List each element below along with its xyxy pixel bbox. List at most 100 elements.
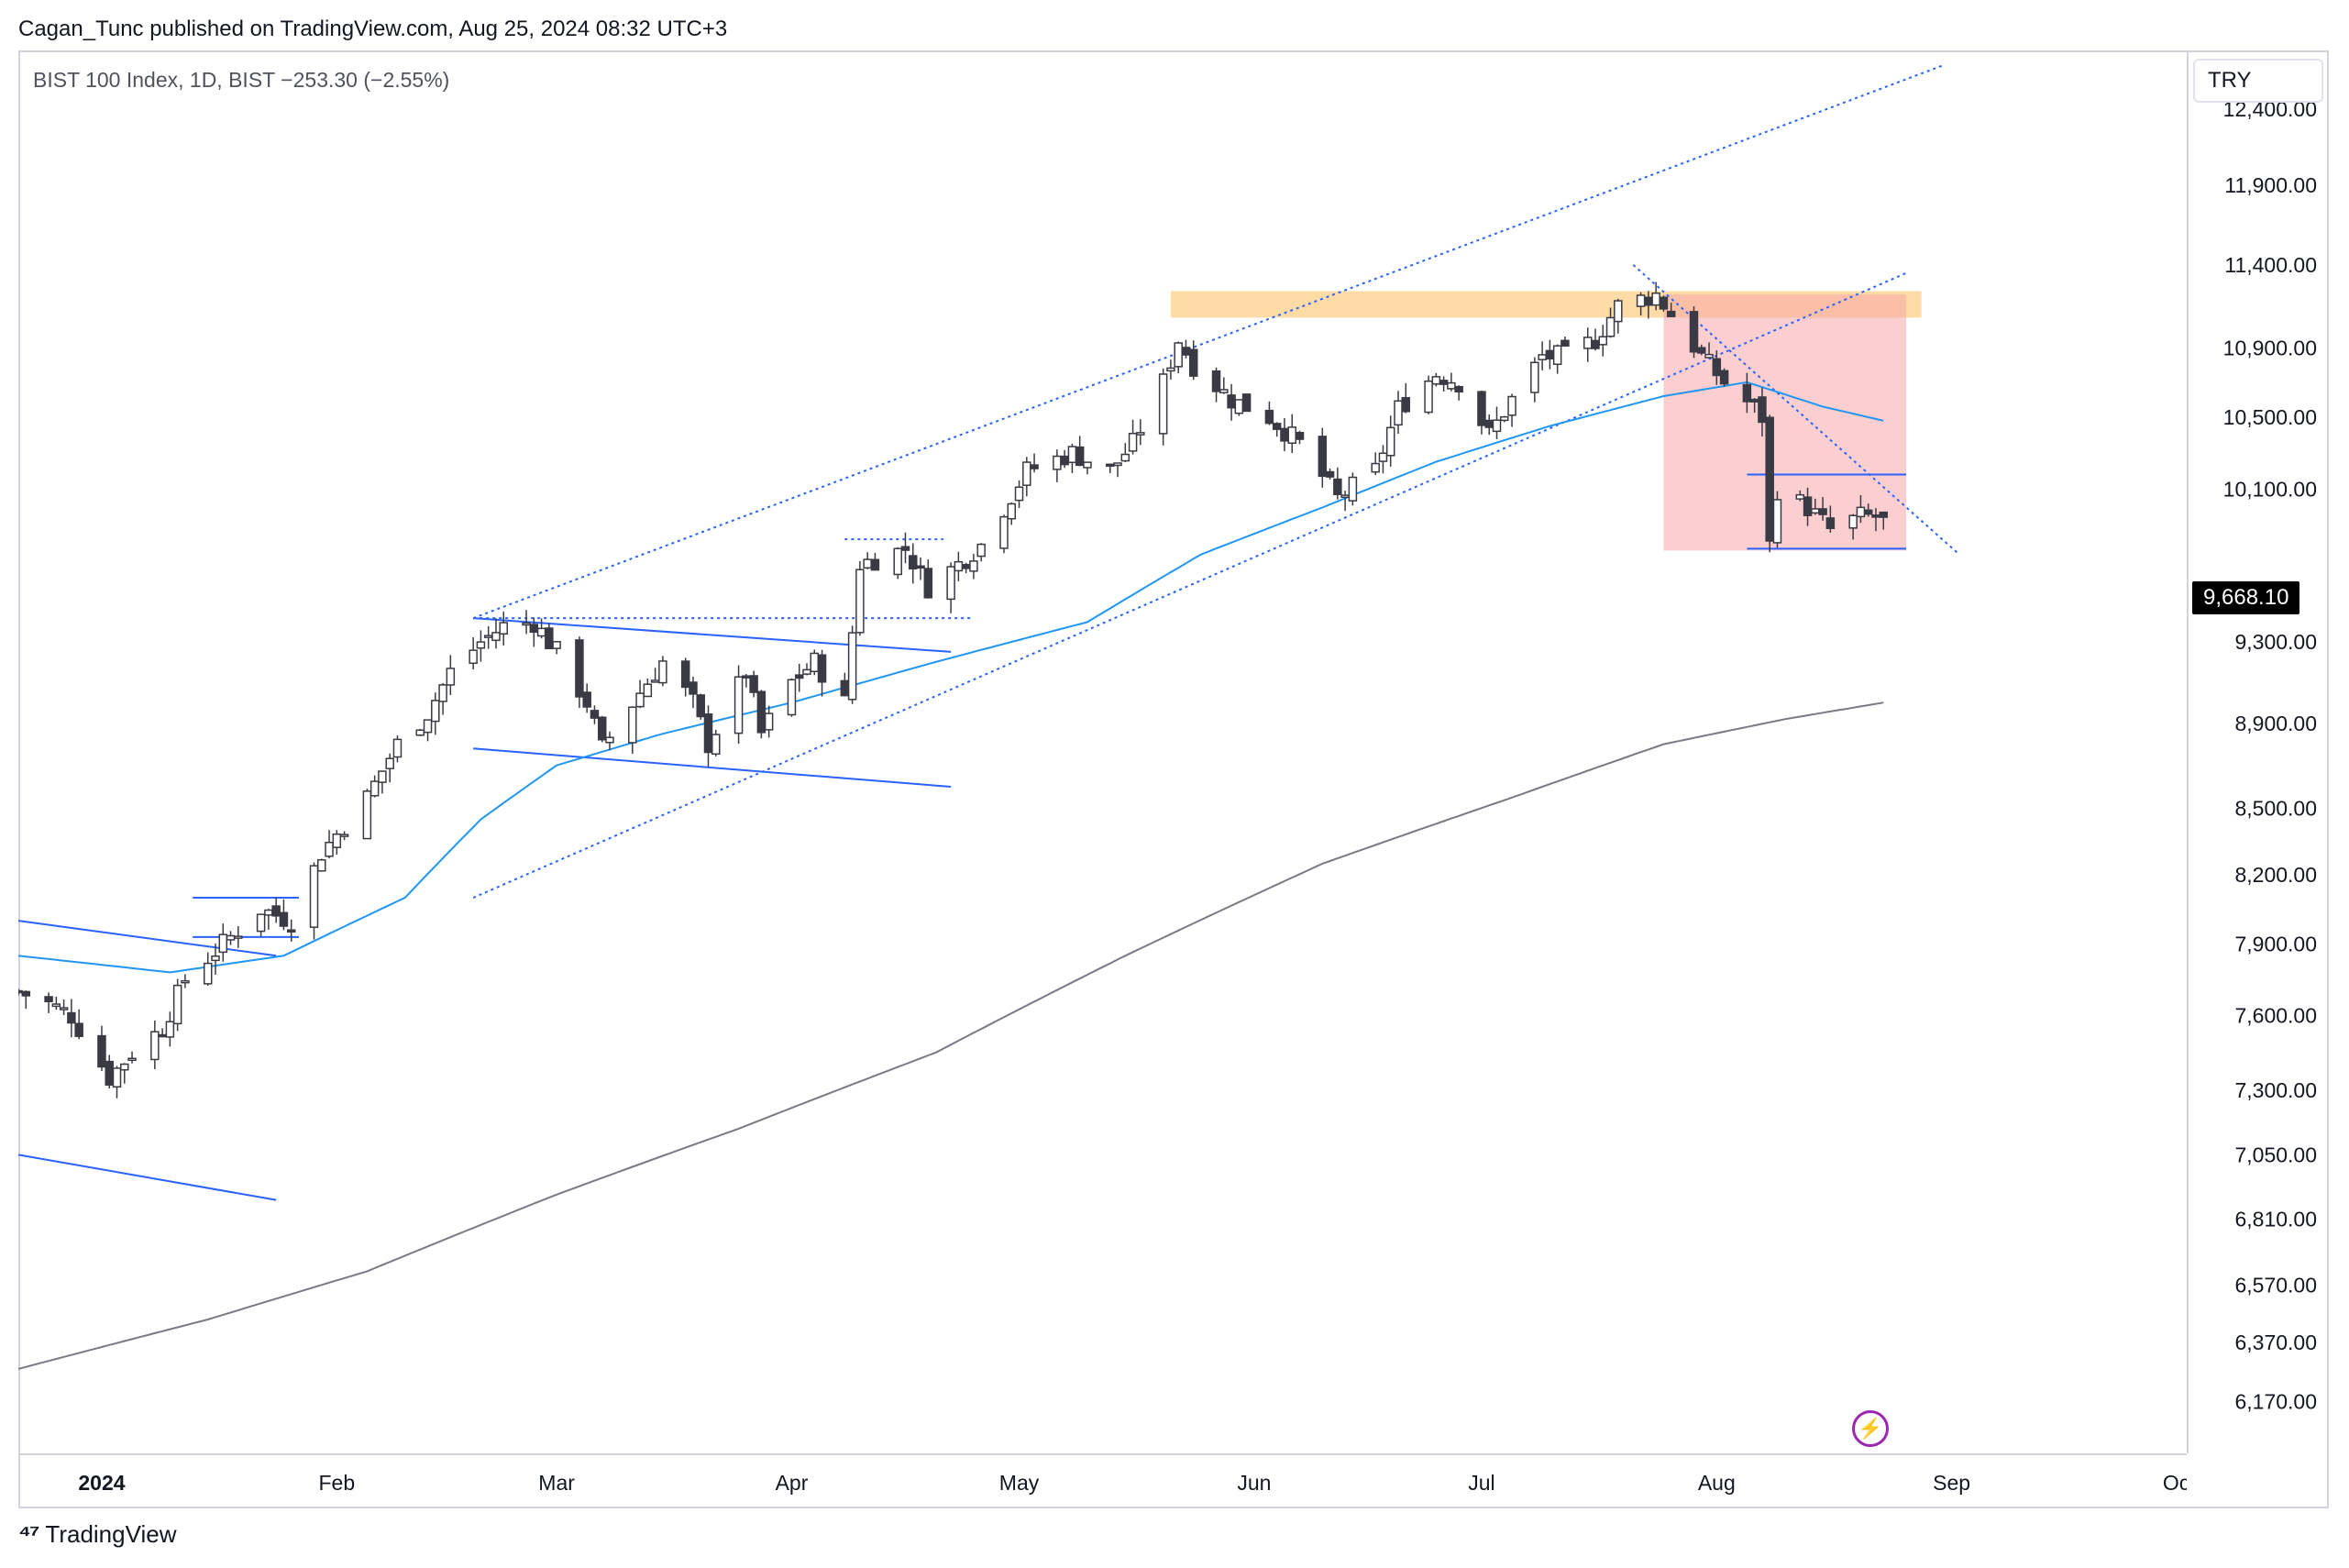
candle xyxy=(1583,327,1593,362)
candle xyxy=(1477,390,1486,435)
candle-body xyxy=(1113,462,1122,467)
candle-body xyxy=(1530,361,1539,393)
candle xyxy=(650,668,660,683)
candle-body xyxy=(67,1011,76,1024)
candle-body xyxy=(847,632,857,701)
candle-body xyxy=(1241,393,1252,413)
candle-body xyxy=(1848,514,1858,529)
candle xyxy=(1689,306,1699,359)
footer-brand[interactable]: ⁴⁷ TradingView xyxy=(18,1519,176,1549)
candle xyxy=(1181,339,1191,359)
candle-body xyxy=(1749,398,1759,403)
candle xyxy=(703,705,713,767)
candle-body xyxy=(1538,354,1547,360)
candle-body xyxy=(1500,415,1509,422)
candle xyxy=(749,670,758,698)
candle-body xyxy=(635,692,645,708)
price-tick-label: 10,500.00 xyxy=(2223,405,2317,429)
candle-body xyxy=(605,736,614,744)
candle xyxy=(1067,443,1077,474)
candle-body xyxy=(946,566,955,601)
candle-body xyxy=(1447,381,1456,390)
candle xyxy=(545,623,554,650)
time-tick-label: Sep xyxy=(1933,1471,1970,1495)
candle xyxy=(1552,344,1562,374)
candle xyxy=(476,630,486,662)
time-tick-label: May xyxy=(999,1471,1040,1495)
candle xyxy=(1401,382,1411,414)
currency-button[interactable]: TRY xyxy=(2193,59,2323,103)
candle xyxy=(1825,505,1836,533)
candle xyxy=(1697,344,1706,356)
price-chart[interactable] xyxy=(18,50,2187,1453)
candle-body xyxy=(1371,462,1380,473)
candle xyxy=(1538,341,1547,370)
candle xyxy=(1106,463,1115,474)
time-axis[interactable]: 2024 Feb Mar Apr May Jun Jul Aug Sep Oct xyxy=(18,1453,2196,1508)
time-tick-label: Mar xyxy=(538,1471,575,1495)
candle xyxy=(711,729,721,756)
candle-body xyxy=(150,1031,160,1061)
lightning-alert-icon[interactable]: ⚡ xyxy=(1852,1410,1889,1447)
candle xyxy=(847,625,857,704)
tradingview-logo-icon: ⁴⁷ xyxy=(18,1519,39,1548)
candle xyxy=(332,830,342,856)
candle-body xyxy=(1477,391,1486,426)
candle-body xyxy=(339,834,349,837)
candle xyxy=(218,923,228,962)
candlesticks xyxy=(18,282,1888,1099)
candle-body xyxy=(415,729,425,736)
candle xyxy=(1113,462,1122,478)
candle-body xyxy=(1492,419,1502,433)
candle xyxy=(863,552,872,569)
candle xyxy=(643,678,653,698)
candle-body xyxy=(703,713,713,754)
candle-body xyxy=(325,841,334,857)
candle xyxy=(900,532,910,564)
publish-header: Cagan_Tunc published on TradingView.com,… xyxy=(18,17,728,41)
candle-body xyxy=(1871,513,1880,518)
candle-body xyxy=(802,668,811,675)
candle-body xyxy=(1166,367,1175,372)
candle-body xyxy=(1507,395,1516,416)
candle-body xyxy=(499,622,508,635)
candle-body xyxy=(423,719,433,734)
candle-body xyxy=(536,627,546,637)
candle xyxy=(279,899,289,931)
candle-body xyxy=(234,935,243,939)
candle xyxy=(1704,342,1714,359)
candle xyxy=(120,1063,129,1084)
candle xyxy=(181,974,190,988)
symbol-legend[interactable]: BIST 100 Index, 1D, BIST −253.30 (−2.55%… xyxy=(33,68,450,92)
candle xyxy=(1234,399,1244,416)
candle xyxy=(1758,387,1767,437)
candle-body xyxy=(1583,337,1593,349)
candle xyxy=(1765,414,1774,553)
candle-body xyxy=(680,660,690,689)
candle-body xyxy=(1174,342,1183,368)
candle xyxy=(483,625,493,649)
candle-body xyxy=(1636,294,1646,307)
price-axis[interactable]: 12,400.00 11,900.00 11,400.00 10,900.00 10,5… xyxy=(2187,50,2329,1453)
price-tick-label: 6,810.00 xyxy=(2234,1207,2317,1231)
candle xyxy=(369,775,380,798)
candle-body xyxy=(1053,455,1062,470)
price-tick-label: 8,900.00 xyxy=(2234,712,2317,735)
candle-body xyxy=(1825,517,1836,530)
candle xyxy=(1211,367,1221,403)
candle-body xyxy=(1803,496,1813,516)
ema-fast-line xyxy=(18,381,1884,974)
candle xyxy=(51,996,61,1010)
candle-body xyxy=(1772,499,1782,544)
candle-body xyxy=(279,911,289,927)
candle xyxy=(658,656,667,687)
candle xyxy=(1447,372,1456,392)
candle-body xyxy=(1280,427,1289,442)
candle xyxy=(1394,391,1403,434)
candle xyxy=(1280,418,1289,452)
candle xyxy=(172,978,182,1032)
candle-body xyxy=(271,905,281,917)
candle xyxy=(590,705,600,724)
candle xyxy=(536,618,546,639)
candle-body xyxy=(597,716,607,741)
